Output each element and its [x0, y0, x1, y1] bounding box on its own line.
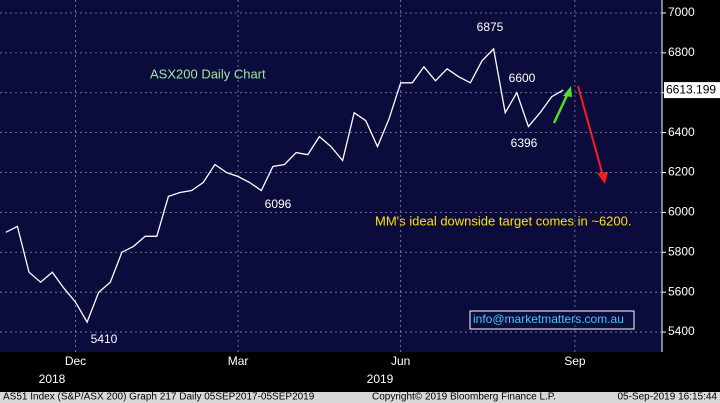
footer-left: AS51 Index (S&P/ASX 200) Graph 217 Daily… [3, 392, 315, 403]
status-bar [0, 392, 720, 403]
y-tick-label: 5400 [668, 324, 695, 338]
annotation: 5410 [91, 332, 118, 346]
target-note: MM's ideal downside target comes in ~620… [375, 213, 631, 228]
y-tick-label: 5800 [668, 244, 695, 258]
x-tick-label: Dec [65, 354, 86, 368]
chart-title: ASX200 Daily Chart [150, 66, 266, 81]
axis-area [662, 0, 720, 352]
contact: info@marketmatters.com.au [473, 312, 624, 326]
y-tick-label: 6800 [668, 45, 695, 59]
x-group-label: 2019 [367, 372, 394, 386]
y-tick-label: 6400 [668, 125, 695, 139]
x-group-label: 2018 [39, 372, 66, 386]
y-tick-label: 7000 [668, 5, 695, 19]
last-price-box [664, 82, 720, 99]
y-tick-label: 6000 [668, 205, 695, 219]
x-tick-label: Sep [564, 354, 586, 368]
x-tick-label: Mar [228, 354, 249, 368]
annotation: 6096 [265, 197, 292, 211]
annotation: 6396 [511, 136, 538, 150]
y-tick-label: 6200 [668, 165, 695, 179]
y-tick-label: 5600 [668, 284, 695, 298]
x-tick-label: Jun [391, 354, 410, 368]
contact-box [469, 310, 635, 330]
plot-area [0, 0, 662, 352]
red-arrow [577, 85, 604, 177]
annotation: 6875 [477, 20, 504, 34]
footer-center: Copyright© 2019 Bloomberg Finance L.P. [372, 392, 556, 403]
red-arrow-head [597, 172, 608, 184]
annotation: 6600 [509, 71, 536, 85]
last-price-label: 6613.199 [666, 82, 716, 96]
green-arrow-head [563, 86, 572, 97]
price-line [5, 47, 564, 324]
footer-right: 05-Sep-2019 16:15:44 [617, 392, 717, 403]
